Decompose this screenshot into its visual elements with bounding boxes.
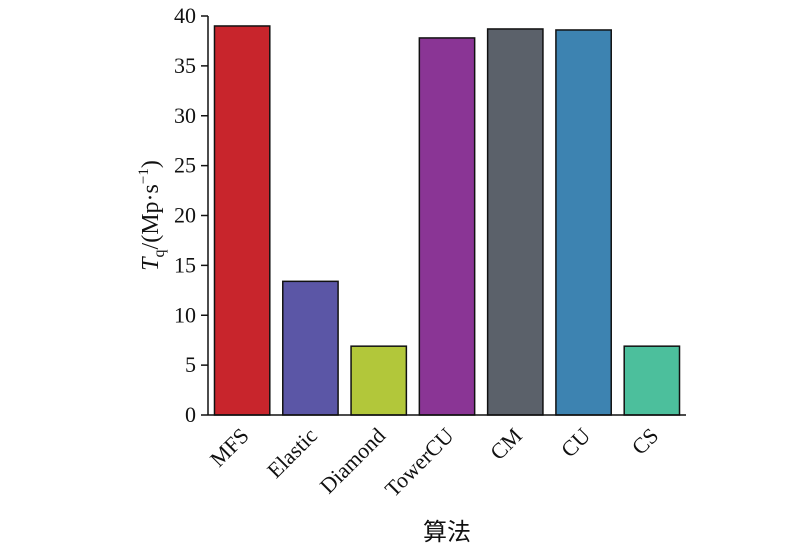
y-tick-label: 15 [174, 252, 196, 277]
y-axis-label-close: ) [138, 160, 164, 168]
y-tick-label: 25 [174, 153, 196, 178]
y-axis-label-rest: /(Mp·s [138, 184, 164, 249]
y-axis-ticks: 0 5 10 15 20 25 30 35 40 [174, 3, 208, 427]
x-tick-label-elastic: Elastic [262, 423, 322, 483]
y-tick-label: 0 [185, 402, 196, 427]
x-tick-label-mfs: MFS [205, 423, 254, 472]
x-tick-label-towercu: TowerCU [380, 423, 459, 502]
y-tick-label: 10 [174, 302, 196, 327]
bar-cu [555, 29, 612, 416]
bar-mfs [213, 25, 271, 416]
y-tick-label: 35 [174, 53, 196, 78]
bars [213, 25, 681, 416]
bar-elastic [282, 280, 339, 416]
y-tick-label: 5 [185, 352, 196, 377]
y-tick-label: 20 [174, 203, 196, 228]
x-tick-label-cu: CU [556, 423, 595, 462]
x-tick-label-diamond: Diamond [315, 423, 391, 499]
y-axis-label: Tq/(Mp·s−1) [136, 160, 168, 271]
y-axis-label-sub: q [151, 249, 168, 257]
y-tick-label: 40 [174, 3, 196, 28]
bar-cm [486, 28, 544, 416]
y-tick-label: 30 [174, 103, 196, 128]
x-tick-label-cm: CM [485, 423, 527, 465]
bar-towercu [418, 37, 476, 416]
x-tick-label-cs: CS [627, 423, 664, 460]
y-axis-label-sup: −1 [136, 168, 152, 184]
y-axis-label-main: T [138, 256, 164, 271]
x-axis-label: 算法 [423, 519, 471, 546]
bar-diamond [350, 345, 408, 416]
bar-cs [623, 345, 681, 416]
